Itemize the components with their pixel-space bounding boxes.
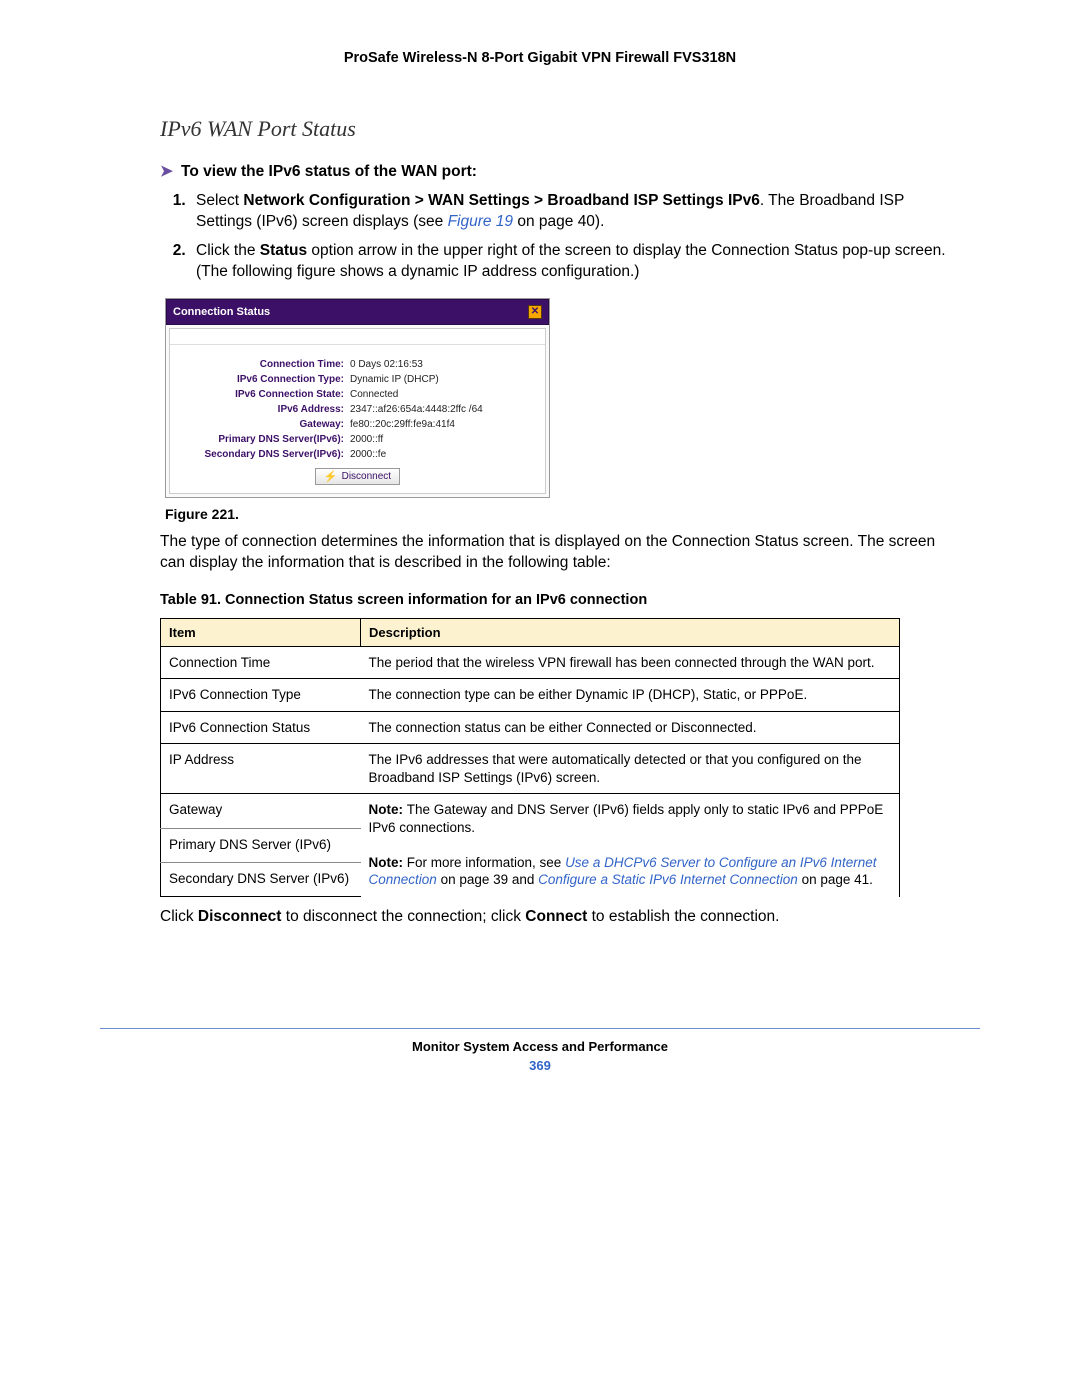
cell-item: Primary DNS Server (IPv6) [161, 828, 361, 862]
status-label: Primary DNS Server(IPv6): [180, 434, 350, 445]
step2-bold: Status [260, 242, 307, 259]
body-paragraph-2: Click Disconnect to disconnect the conne… [160, 907, 960, 928]
cell-item: IPv6 Connection Type [161, 679, 361, 712]
table-row: IPv6 Connection Status The connection st… [161, 711, 900, 744]
table-row: IP Address The IPv6 addresses that were … [161, 744, 900, 794]
para2-connect: Connect [525, 908, 587, 925]
window-titlebar: Connection Status ✕ [166, 299, 549, 325]
note-label: Note: [369, 855, 407, 870]
para2-c: to disconnect the connection; click [281, 908, 525, 925]
window-title: Connection Status [173, 306, 270, 318]
step2-text-c: option arrow in the upper right of the s… [196, 242, 946, 280]
cell-desc: The IPv6 addresses that were automatical… [361, 744, 900, 794]
status-row: Connection Time:0 Days 02:16:53 [170, 357, 545, 372]
status-value: 2000::ff [350, 434, 535, 445]
procedure-steps: Select Network Configuration > WAN Setti… [190, 191, 960, 283]
close-icon[interactable]: ✕ [528, 305, 542, 319]
cell-item: Gateway [161, 794, 361, 828]
status-row: IPv6 Connection State:Connected [170, 387, 545, 402]
cell-desc-merged: Note: The Gateway and DNS Server (IPv6) … [361, 794, 900, 897]
status-row: IPv6 Address:2347::af26:654a:4448:2ffc /… [170, 402, 545, 417]
status-label: Connection Time: [180, 359, 350, 370]
footer-rule [100, 1028, 980, 1029]
status-value: fe80::20c:29ff:fe9a:41f4 [350, 419, 535, 430]
table-header-row: Item Description [161, 618, 900, 646]
cell-item: Connection Time [161, 646, 361, 679]
document-header: ProSafe Wireless-N 8-Port Gigabit VPN Fi… [120, 50, 960, 66]
status-value: 2000::fe [350, 449, 535, 460]
col-item: Item [161, 618, 361, 646]
cell-desc: The period that the wireless VPN firewal… [361, 646, 900, 679]
status-label: IPv6 Connection Type: [180, 374, 350, 385]
step1-bold: Network Configuration > WAN Settings > B… [243, 192, 759, 209]
table-row: IPv6 Connection Type The connection type… [161, 679, 900, 712]
connection-status-window: Connection Status ✕ Connection Time:0 Da… [165, 298, 550, 498]
status-row: IPv6 Connection Type:Dynamic IP (DHCP) [170, 372, 545, 387]
status-value: Connected [350, 389, 535, 400]
para2-a: Click [160, 908, 198, 925]
link-static-ipv6[interactable]: Configure a Static IPv6 Internet Connect… [538, 872, 798, 887]
para2-e: to establish the connection. [587, 908, 779, 925]
note2-c: on page 41. [798, 872, 873, 887]
status-value: 2347::af26:654a:4448:2ffc /64 [350, 404, 535, 415]
step1-text-a: Select [196, 192, 243, 209]
figure-label: Figure 221. [165, 506, 960, 522]
status-label: IPv6 Connection State: [180, 389, 350, 400]
table-row: Gateway Note: The Gateway and DNS Server… [161, 794, 900, 828]
disconnect-label: Disconnect [342, 471, 391, 482]
status-row: Gateway:fe80::20c:29ff:fe9a:41f4 [170, 417, 545, 432]
cell-desc: The connection status can be either Conn… [361, 711, 900, 744]
note1-text: The Gateway and DNS Server (IPv6) fields… [369, 802, 884, 835]
page-number: 369 [0, 1058, 1080, 1073]
cell-item: IP Address [161, 744, 361, 794]
step-1: Select Network Configuration > WAN Setti… [190, 191, 960, 233]
step2-text-a: Click the [196, 242, 260, 259]
info-table: Item Description Connection Time The per… [160, 618, 900, 897]
procedure-lead: To view the IPv6 status of the WAN port: [181, 163, 477, 180]
table-row: Connection Time The period that the wire… [161, 646, 900, 679]
step-2: Click the Status option arrow in the upp… [190, 241, 960, 283]
procedure-heading: ➤ To view the IPv6 status of the WAN port… [160, 162, 960, 181]
status-label: Gateway: [180, 419, 350, 430]
body-paragraph-1: The type of connection determines the in… [160, 532, 960, 574]
status-value: 0 Days 02:16:53 [350, 359, 535, 370]
section-title: IPv6 WAN Port Status [160, 116, 960, 142]
figure-19-link[interactable]: Figure 19 [448, 213, 513, 230]
status-row: Primary DNS Server(IPv6):2000::ff [170, 432, 545, 447]
note2-a: For more information, see [407, 855, 565, 870]
window-body: Connection Time:0 Days 02:16:53 IPv6 Con… [169, 328, 546, 494]
note2-b: on page 39 and [437, 872, 538, 887]
table-caption: Table 91. Connection Status screen infor… [160, 592, 960, 608]
status-value: Dynamic IP (DHCP) [350, 374, 535, 385]
note-label: Note: [369, 802, 407, 817]
status-label: IPv6 Address: [180, 404, 350, 415]
para2-disconnect: Disconnect [198, 908, 282, 925]
status-row: Secondary DNS Server(IPv6):2000::fe [170, 447, 545, 462]
arrow-icon: ➤ [160, 163, 173, 180]
disconnect-button[interactable]: ⚡ Disconnect [315, 468, 400, 485]
cell-item: IPv6 Connection Status [161, 711, 361, 744]
plug-icon: ⚡ [324, 470, 338, 483]
cell-item: Secondary DNS Server (IPv6) [161, 862, 361, 896]
status-label: Secondary DNS Server(IPv6): [180, 449, 350, 460]
col-description: Description [361, 618, 900, 646]
footer-text: Monitor System Access and Performance [0, 1039, 1080, 1054]
step1-text-d: on page 40). [513, 213, 604, 230]
cell-desc: The connection type can be either Dynami… [361, 679, 900, 712]
